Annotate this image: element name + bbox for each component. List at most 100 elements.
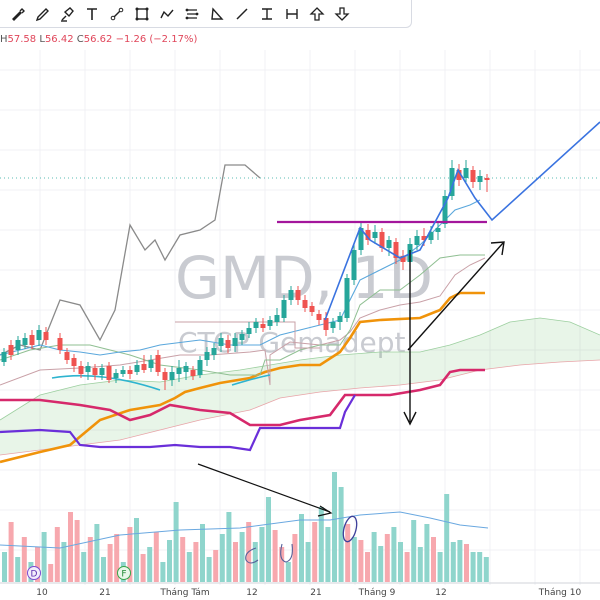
candle-body xyxy=(421,236,427,240)
volume-bar xyxy=(101,557,106,582)
volume-bar xyxy=(332,472,337,582)
highlighter-tool-button[interactable] xyxy=(54,2,79,26)
low-value: 56.42 xyxy=(44,34,74,45)
candle-body xyxy=(344,278,350,318)
event-marker-badge xyxy=(27,566,41,580)
low-key: L xyxy=(39,34,45,45)
high-key: H xyxy=(0,34,8,45)
candle-body xyxy=(484,178,490,180)
horizontal-range-icon xyxy=(285,8,298,19)
brush-tool-button[interactable] xyxy=(4,2,29,26)
series-ma-short xyxy=(0,199,481,356)
series-base-line xyxy=(0,291,485,464)
volume-bar xyxy=(2,552,7,582)
line-tool-icon xyxy=(110,7,123,20)
candle-body xyxy=(435,228,441,232)
candle-body xyxy=(190,370,196,376)
candle-body xyxy=(162,372,168,380)
horizontal-lines-tool-button[interactable] xyxy=(179,2,204,26)
x-tick-label: 10 xyxy=(36,588,48,598)
series-band-mid xyxy=(0,254,485,376)
x-tick-label: 12 xyxy=(435,588,446,598)
candle-body xyxy=(218,338,224,346)
candle-body xyxy=(463,168,469,178)
candle-body xyxy=(85,366,91,372)
candle-body xyxy=(260,324,266,328)
volume-bar xyxy=(391,527,397,582)
line-tool-tool-button[interactable] xyxy=(104,2,129,26)
volume-bar xyxy=(48,564,54,582)
candle-body xyxy=(253,322,259,328)
cloud-fill xyxy=(0,318,600,455)
candle-body xyxy=(113,373,119,378)
candle-body xyxy=(15,340,21,350)
horizontal-lines-icon xyxy=(185,8,198,19)
volume-bar xyxy=(259,527,265,582)
candle-body xyxy=(225,340,231,348)
vertical-range-tool-button[interactable] xyxy=(254,2,279,26)
text-icon xyxy=(86,7,97,20)
close-key: C xyxy=(76,34,84,45)
volume-bar xyxy=(213,550,219,582)
candle-body xyxy=(274,315,280,322)
volume-bar xyxy=(325,527,331,582)
volume-bar xyxy=(299,514,304,582)
volume-bar xyxy=(61,542,67,582)
series-long-line xyxy=(0,394,356,452)
volume-bar xyxy=(15,557,21,582)
volume-bar xyxy=(140,554,146,582)
candle-body xyxy=(64,352,70,360)
candle-body xyxy=(141,364,147,370)
triangle-icon xyxy=(210,6,224,20)
text-tool-button[interactable] xyxy=(79,2,104,26)
candle-body xyxy=(239,334,245,340)
volume-ma-line xyxy=(0,511,489,549)
candle-body xyxy=(428,232,434,240)
user-drawings[interactable] xyxy=(197,121,600,564)
path-tool-button[interactable] xyxy=(154,2,179,26)
trend-line-tool-button[interactable] xyxy=(229,2,254,26)
volume-bar xyxy=(233,542,238,582)
candle-body xyxy=(302,300,308,308)
volume-bar xyxy=(384,534,390,582)
candlesticks xyxy=(1,160,490,390)
triangle-tool-button[interactable] xyxy=(204,2,229,26)
candle-body xyxy=(400,256,406,262)
x-tick-label: 21 xyxy=(99,588,110,598)
horizontal-range-tool-button[interactable] xyxy=(279,2,304,26)
volume-bar xyxy=(378,546,384,582)
arrow-down-tool-button[interactable] xyxy=(329,2,354,26)
volume-bar xyxy=(134,518,139,582)
series-cyan-a xyxy=(51,374,161,391)
candle-body xyxy=(456,170,462,180)
close-value: 56.62 xyxy=(83,34,113,45)
candle-body xyxy=(365,230,371,240)
candle-body xyxy=(29,335,35,345)
volume-mark-circle xyxy=(342,515,358,543)
volume-bar xyxy=(200,524,205,582)
pencil-tool-button[interactable] xyxy=(29,2,54,26)
drop-arrow-head xyxy=(403,411,417,426)
candle-body xyxy=(169,372,175,380)
volume-bar xyxy=(68,512,73,582)
candle-body xyxy=(232,338,238,346)
x-tick-label: 12 xyxy=(246,588,257,598)
volume-bar xyxy=(464,544,469,582)
arrow-up-tool-button[interactable] xyxy=(304,2,329,26)
volume-bar xyxy=(285,562,291,582)
volume-bar xyxy=(107,544,113,582)
candle-body xyxy=(330,322,336,328)
x-tick-label: Tháng 10 xyxy=(538,588,582,598)
rectangle-tool-button[interactable] xyxy=(129,2,154,26)
candle-body xyxy=(1,352,7,362)
candle-body xyxy=(43,332,49,340)
volume-bar xyxy=(266,497,271,582)
volume-bar xyxy=(180,537,186,582)
pencil-icon xyxy=(35,7,49,21)
volume-mark-u1 xyxy=(245,547,259,564)
candle-body xyxy=(92,368,98,375)
rectangle-icon xyxy=(135,7,148,20)
volume-bar xyxy=(305,542,311,582)
